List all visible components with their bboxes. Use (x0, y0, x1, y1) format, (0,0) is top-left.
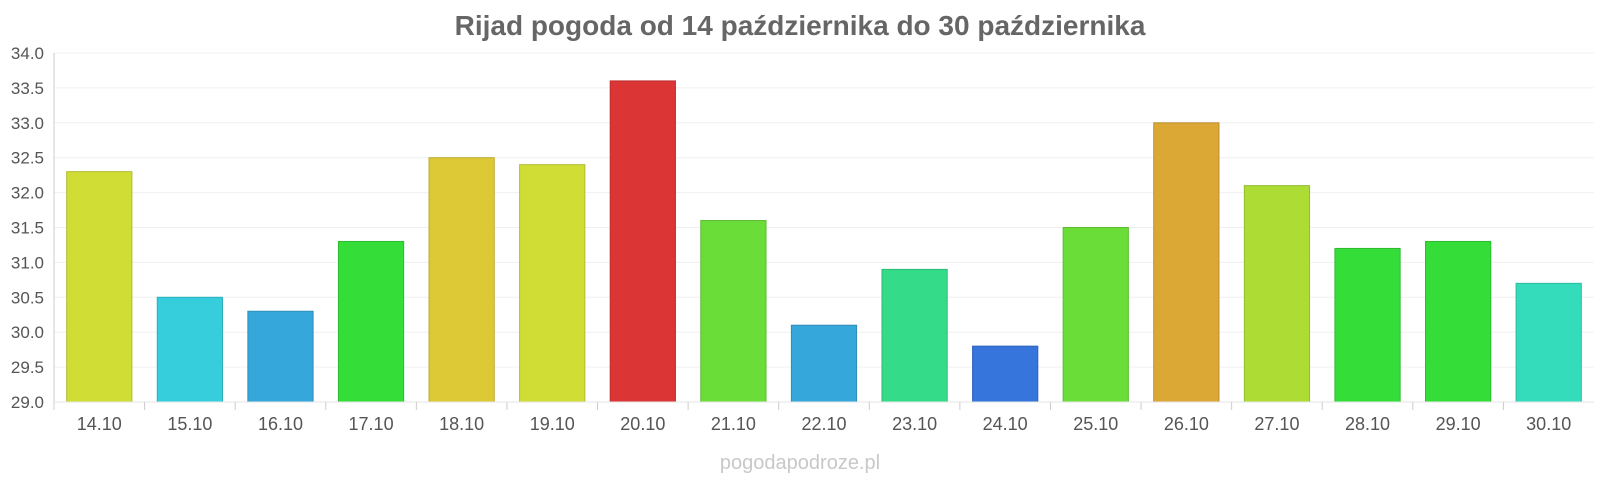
x-tick-label: 16.10 (258, 414, 303, 434)
x-tick-label: 29.10 (1436, 414, 1481, 434)
bar-14.10 (66, 171, 133, 403)
bar-18.10 (428, 157, 495, 403)
x-tick-label: 26.10 (1164, 414, 1209, 434)
bar-26.10 (1153, 122, 1220, 403)
y-tick-label: 32.0 (11, 184, 44, 203)
y-axis-ticks: 29.0 29.5 30.0 30.5 31.0 31.5 32.0 32.5 33.0 33.5… (11, 44, 44, 412)
x-tick-label: 27.10 (1254, 414, 1299, 434)
x-tick-label: 24.10 (983, 414, 1028, 434)
x-tick-label: 25.10 (1073, 414, 1118, 434)
x-tick-label: 23.10 (892, 414, 937, 434)
bar-17.10 (337, 240, 405, 403)
y-tick-label: 31.0 (11, 253, 44, 272)
x-tick-label: 14.10 (77, 414, 122, 434)
y-tick-label: 29.5 (11, 358, 44, 377)
bar-16.10 (247, 310, 314, 403)
y-tick-label: 30.5 (11, 288, 44, 307)
x-tick-label: 21.10 (711, 414, 756, 434)
bar-28.10 (1334, 247, 1401, 403)
bar-21.10 (700, 220, 767, 403)
bar-27.10 (1243, 185, 1311, 403)
x-tick-label: 19.10 (530, 414, 575, 434)
chart-title: Rijad pogoda od 14 października do 30 pa… (454, 10, 1146, 41)
x-tick-label: 18.10 (439, 414, 484, 434)
y-tick-label: 30.0 (11, 323, 44, 342)
bar-24.10 (972, 345, 1039, 403)
x-tick-label: 30.10 (1526, 414, 1571, 434)
x-tick-label: 17.10 (349, 414, 394, 434)
bar-30.10 (1515, 282, 1582, 403)
axes (53, 53, 1594, 410)
x-tick-label: 20.10 (620, 414, 665, 434)
y-tick-label: 29.0 (11, 393, 44, 412)
bar-19.10 (519, 164, 586, 403)
x-tick-label: 15.10 (167, 414, 212, 434)
y-tick-label: 33.5 (11, 79, 44, 98)
x-tick-label: 22.10 (801, 414, 846, 434)
y-tick-label: 34.0 (11, 44, 44, 63)
y-tick-label: 31.5 (11, 219, 44, 238)
x-axis-ticks: 14.10 15.10 16.10 17.10 18.10 19.10 20.10 21.10… (77, 414, 1571, 434)
bars (66, 80, 1582, 403)
y-tick-label: 32.5 (11, 149, 44, 168)
bar-15.10 (156, 296, 223, 403)
bar-25.10 (1062, 227, 1129, 403)
bar-29.10 (1425, 240, 1492, 403)
bar-22.10 (790, 324, 858, 403)
bar-23.10 (881, 268, 948, 403)
y-tick-label: 33.0 (11, 114, 44, 133)
x-tick-label: 28.10 (1345, 414, 1390, 434)
watermark: pogodapodroze.pl (719, 452, 881, 474)
bar-20.10 (609, 80, 676, 403)
